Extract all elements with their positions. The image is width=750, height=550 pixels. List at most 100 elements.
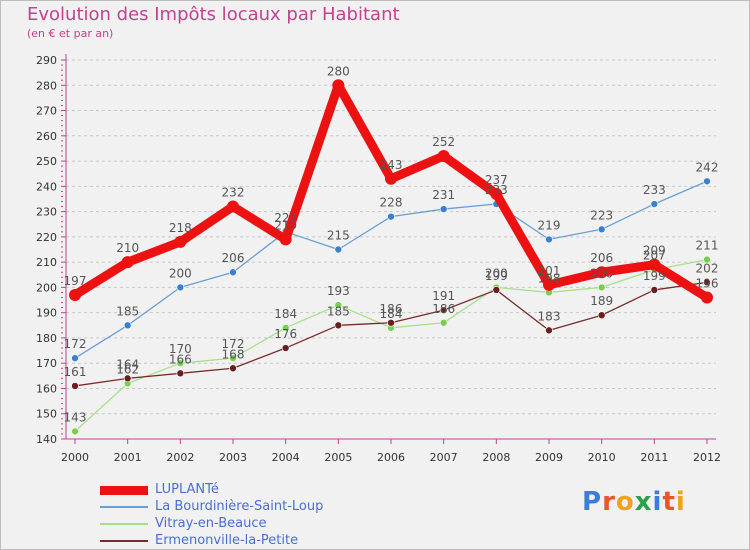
data-label: 162 <box>116 362 139 376</box>
data-point <box>229 268 237 277</box>
x-tick-label: 2001 <box>114 451 142 464</box>
data-label: 201 <box>538 264 561 278</box>
data-label: 168 <box>222 347 245 361</box>
data-point <box>439 306 448 314</box>
data-label: 184 <box>380 307 403 321</box>
data-point <box>229 354 237 362</box>
y-tick-label: 200 <box>36 281 57 294</box>
x-tick-label: 2010 <box>588 451 616 464</box>
x-tick-label: 2002 <box>166 451 194 464</box>
x-tick-label: 2005 <box>324 451 352 464</box>
data-label: 199 <box>485 269 508 283</box>
data-point <box>543 278 555 291</box>
y-tick-label: 230 <box>36 206 57 219</box>
data-point <box>387 318 395 327</box>
data-point <box>648 258 661 271</box>
data-point <box>123 321 132 330</box>
y-tick-label: 160 <box>36 382 57 395</box>
y-tick-label: 220 <box>36 231 57 244</box>
logo-letter: t <box>662 487 676 517</box>
data-point <box>334 301 343 309</box>
logo-letter: P <box>582 487 603 517</box>
y-tick-label: 170 <box>36 357 57 370</box>
data-point <box>176 359 185 368</box>
data-point <box>703 255 711 264</box>
data-label: 184 <box>274 307 297 321</box>
data-label: 219 <box>538 218 561 232</box>
data-label: 218 <box>169 221 192 235</box>
data-point <box>597 225 606 234</box>
data-label: 166 <box>169 352 192 366</box>
data-point <box>385 172 397 185</box>
data-point <box>227 200 239 213</box>
data-label: 237 <box>485 173 508 187</box>
data-label: 143 <box>64 410 87 424</box>
data-label: 193 <box>327 284 350 298</box>
data-point <box>597 283 606 292</box>
data-label: 243 <box>380 158 403 172</box>
data-label: 176 <box>274 327 297 341</box>
legend-swatch <box>100 523 148 525</box>
data-point <box>71 354 79 362</box>
data-point <box>492 286 501 294</box>
data-point <box>701 291 713 304</box>
data-label: 200 <box>169 266 192 280</box>
y-tick-label: 280 <box>36 79 57 92</box>
data-label: 186 <box>380 302 403 316</box>
data-point <box>439 205 448 213</box>
data-label: 215 <box>327 229 350 243</box>
y-tick-label: 250 <box>36 155 57 168</box>
data-point <box>650 286 659 294</box>
data-point <box>279 233 292 246</box>
x-tick-label: 2012 <box>693 451 721 464</box>
chart-subtitle: (en € et par an) <box>27 27 114 40</box>
x-tick-label: 2006 <box>377 451 405 464</box>
legend-label: Ermenonville-la-Petite <box>155 533 299 548</box>
data-label: 202 <box>696 261 719 275</box>
data-point <box>229 364 237 373</box>
proxiti-logo: Proxiti <box>582 487 686 517</box>
data-label: 170 <box>169 342 192 356</box>
data-point <box>174 235 187 248</box>
data-label: 228 <box>380 196 403 210</box>
y-tick-label: 240 <box>36 180 57 193</box>
data-point <box>439 318 448 327</box>
y-tick-label: 210 <box>36 256 57 269</box>
data-label: 222 <box>274 211 297 225</box>
x-tick-label: 2007 <box>430 451 458 464</box>
logo-letter: i <box>652 487 663 517</box>
data-point <box>597 311 606 319</box>
data-label: 242 <box>696 160 719 174</box>
data-label: 161 <box>64 365 87 379</box>
data-point <box>387 212 395 221</box>
legend-swatch <box>100 540 148 542</box>
data-point <box>545 326 553 335</box>
y-tick-label: 260 <box>36 130 57 143</box>
x-tick-label: 2011 <box>640 451 668 464</box>
x-tick-label: 2004 <box>272 451 300 464</box>
data-point <box>123 374 132 383</box>
data-label: 172 <box>222 337 245 351</box>
data-label: 233 <box>485 183 508 197</box>
data-point <box>176 283 185 292</box>
data-label: 233 <box>643 183 666 197</box>
data-label: 183 <box>538 309 561 323</box>
data-point <box>69 288 81 301</box>
data-label: 232 <box>222 186 245 200</box>
data-label: 219 <box>274 218 297 232</box>
data-label: 200 <box>485 266 508 280</box>
data-label: 197 <box>64 274 87 288</box>
data-label: 223 <box>590 208 613 222</box>
data-point <box>703 278 711 287</box>
data-point <box>176 369 185 378</box>
data-label: 231 <box>432 188 455 202</box>
data-point <box>490 187 503 200</box>
logo-letter: r <box>602 487 616 517</box>
data-point <box>437 150 450 163</box>
data-label: 252 <box>432 135 455 149</box>
data-label: 186 <box>432 302 455 316</box>
data-point <box>71 382 79 390</box>
x-tick-label: 2009 <box>535 451 563 464</box>
data-label: 206 <box>590 251 613 265</box>
legend-label: La Bourdinière-Saint-Loup <box>155 499 324 514</box>
